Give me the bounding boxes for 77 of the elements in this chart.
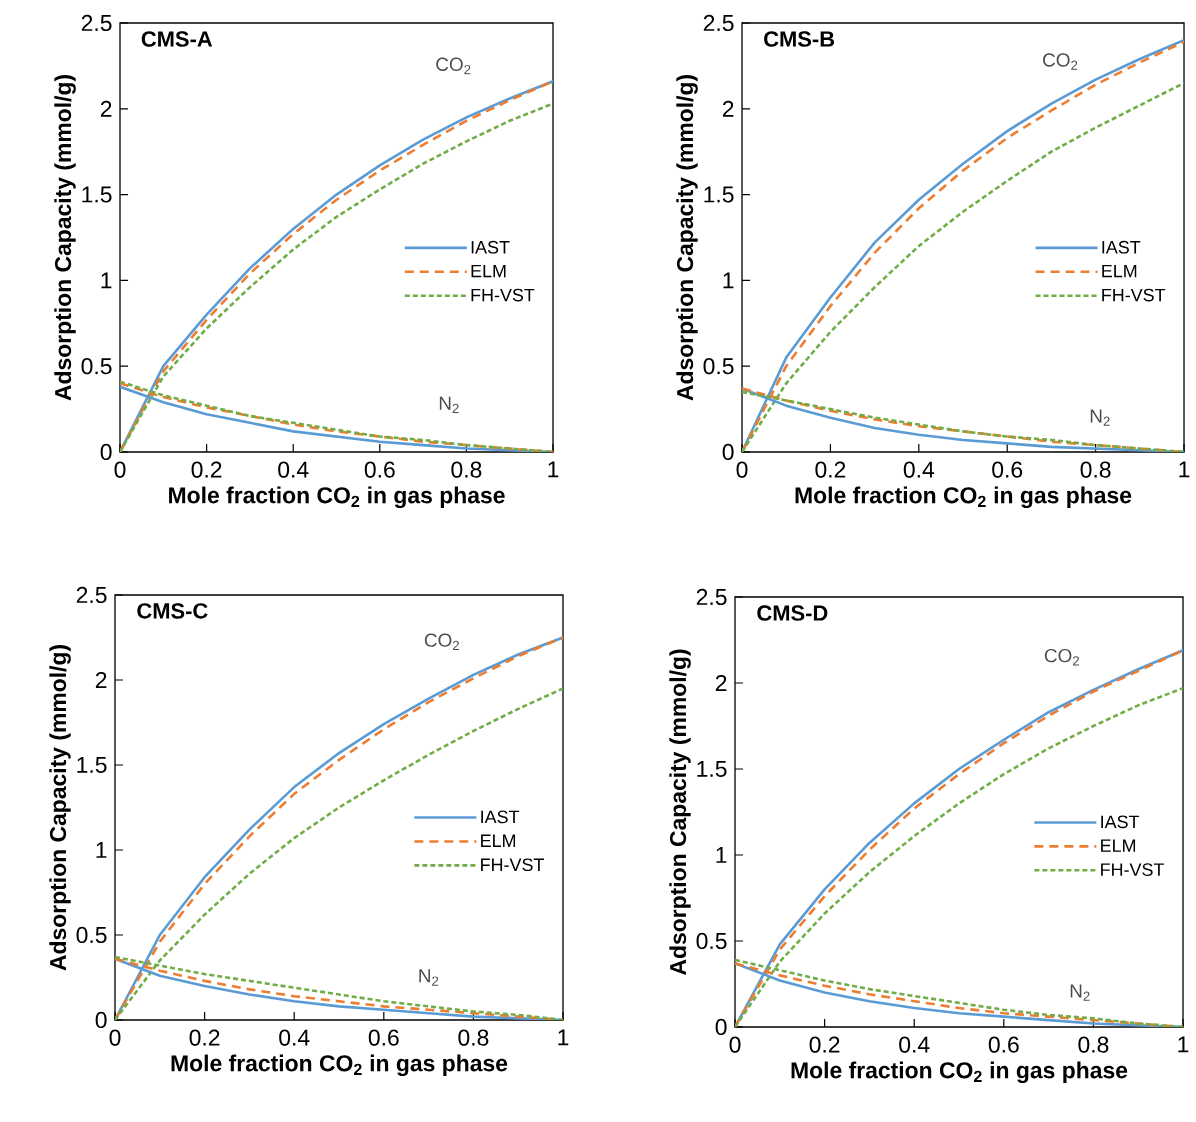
x-axis-title: Mole fraction CO$_{2}$ in gas phase [171,1054,508,1077]
annotation: N$_{2}$ [1070,984,1090,1001]
x-tick-label: 0.2 [815,461,846,478]
y-tick-label: 1 [716,847,727,863]
legend-label: IAST [471,240,510,254]
legend-label: IAST [481,810,520,824]
x-tick-label: 0.2 [191,461,222,478]
y-tick-label: 1.5 [697,760,727,777]
y-axis-title: Adsorption Capacity (mmol/g) [49,645,71,971]
annotation: N$_{2}$ [439,396,459,413]
legend-label: FH-VST [481,858,544,872]
legend-label: IAST [1101,815,1140,829]
x-tick-label: 0.4 [279,1029,310,1046]
y-tick-label: 1 [723,272,734,289]
x-tick-label: 0.6 [992,461,1023,478]
y-tick-label: 0 [100,443,112,461]
y-tick-label: 1 [96,842,107,858]
y-axis-title: Adsorption Capacity (mmol/g) [669,649,691,975]
y-tick-label: 1.5 [82,186,112,203]
y-axis-title: Adsorption Capacity (mmol/g) [676,75,698,401]
legend-label: ELM [471,264,506,278]
x-tick-label: 0.8 [451,461,482,478]
y-tick-label: 2 [722,100,734,117]
legend-label: ELM [1101,839,1136,852]
x-tick-label: 0.8 [458,1029,489,1046]
legend-label: IAST [1102,240,1141,254]
y-tick-label: 1.5 [77,756,107,773]
x-axis-title: Mole fraction CO$_{2}$ in gas phase [791,1061,1128,1084]
y-tick-label: 2.5 [703,14,734,32]
x-tick-label: 0.6 [368,1029,399,1046]
x-tick-label: 0.2 [189,1029,220,1046]
legend-label: ELM [481,834,516,847]
x-tick-label: 0.8 [1078,1036,1109,1053]
x-tick-label: 1 [558,1029,569,1046]
x-tick-label: 1 [1179,461,1190,478]
y-tick-label: 0.5 [76,926,107,944]
legend-label: FH-VST [1101,863,1164,876]
y-tick-label: 2.5 [76,586,107,604]
y-tick-label: 1.5 [704,186,734,203]
annotation: CO$_{2}$ [424,633,460,650]
annotation: N$_{2}$ [1090,409,1110,426]
y-tick-label: 0 [722,443,734,461]
x-tick-label: 0.8 [1080,461,1111,478]
annotation: N$_{2}$ [419,969,439,986]
legend-label: ELM [1102,264,1137,278]
x-tick-label: 0.4 [278,461,309,478]
x-tick-label: 0 [114,461,126,478]
legend-label: FH-VST [1102,288,1166,302]
x-tick-label: 1 [548,461,559,478]
y-tick-label: 2.5 [81,14,112,32]
y-tick-label: 2.5 [696,588,727,606]
y-tick-label: 0.5 [696,932,727,950]
chart-title: CMS-A [141,31,213,47]
y-axis-title: Adsorption Capacity (mmol/g) [54,75,76,401]
y-tick-label: 2 [715,674,727,691]
x-tick-label: 0.4 [899,1036,930,1053]
x-tick-label: 0 [736,461,748,478]
y-tick-label: 2 [100,100,112,117]
x-tick-label: 0.2 [809,1036,840,1053]
chart-title: CMS-B [764,31,835,47]
y-tick-label: 2 [95,671,107,688]
y-tick-label: 0.5 [81,358,112,375]
chart-title: CMS-C [137,603,208,619]
y-tick-label: 0 [95,1011,107,1029]
x-axis-title: Mole fraction CO$_{2}$ in gas phase [169,486,505,509]
x-tick-label: 0.4 [903,461,935,478]
y-tick-label: 0.5 [703,358,734,375]
y-tick-label: 1 [101,272,112,289]
legend-label: FH-VST [471,288,535,302]
chart-title: CMS-D [757,605,828,621]
x-tick-label: 1 [1178,1036,1189,1053]
x-axis-title: Mole fraction CO$_{2}$ in gas phase [795,486,1132,509]
x-tick-label: 0.6 [364,461,395,478]
x-tick-label: 0.6 [988,1036,1019,1053]
annotation: CO$_{2}$ [1043,53,1078,70]
annotation: CO$_{2}$ [436,57,471,75]
annotation: CO$_{2}$ [1044,648,1080,666]
